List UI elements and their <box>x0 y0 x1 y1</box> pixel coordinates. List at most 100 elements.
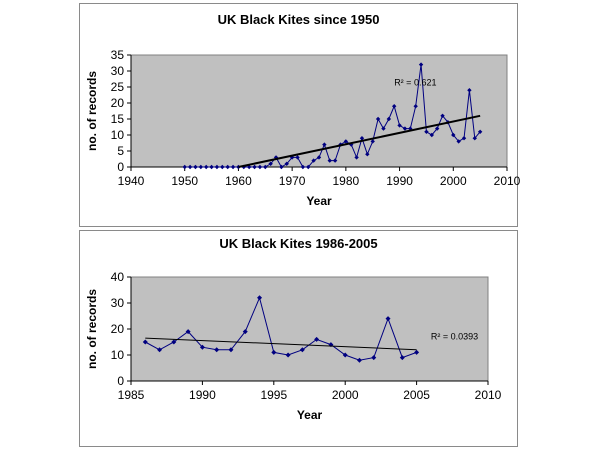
data-point <box>397 123 402 128</box>
data-point <box>295 155 300 160</box>
data-point <box>185 329 191 335</box>
data-point <box>342 352 348 358</box>
data-point <box>316 155 322 160</box>
data-point <box>157 347 163 353</box>
y-tick-label: 30 <box>111 296 125 310</box>
data-point <box>193 164 198 170</box>
x-tick-label: 2005 <box>403 388 430 402</box>
x-axis-title: Year <box>297 408 323 422</box>
data-point <box>209 164 214 170</box>
data-point <box>413 104 418 109</box>
data-point <box>365 152 370 157</box>
y-tick-label: 15 <box>111 112 125 126</box>
trendline <box>145 337 417 351</box>
chart-title: UK Black Kites since 1950 <box>217 12 380 27</box>
x-tick-label: 1990 <box>189 388 216 402</box>
data-point <box>271 349 277 355</box>
y-tick-label: 35 <box>111 48 125 62</box>
data-point <box>142 339 148 345</box>
x-tick-label: 1990 <box>386 174 413 188</box>
data-point <box>279 164 284 170</box>
data-point <box>299 347 305 353</box>
plot-area <box>130 276 489 382</box>
data-point <box>371 355 377 361</box>
data-point <box>187 164 193 170</box>
plot-area <box>130 54 508 168</box>
data-point <box>214 347 220 353</box>
data-point <box>332 158 338 163</box>
data-point <box>182 164 187 170</box>
data-point <box>451 132 456 138</box>
data-point <box>199 344 205 350</box>
trendline <box>238 114 481 168</box>
x-tick-label: 1970 <box>279 174 306 188</box>
data-point <box>440 113 445 118</box>
data-point <box>263 164 268 170</box>
data-point <box>356 357 362 363</box>
chart-panel-2: UK Black Kites 1986-2005 0 10 20 30 40 1985 19… <box>79 230 518 447</box>
data-point <box>242 329 248 335</box>
data-point <box>375 116 381 122</box>
x-tick-label: 1950 <box>171 174 198 188</box>
r-squared-label: R² = 0.0393 <box>431 331 478 341</box>
chart-1-svg: 0 5 10 15 20 25 30 35 1940 1950 1960 1970 1980 1990 20… <box>85 48 521 208</box>
data-point <box>386 116 392 122</box>
data-point <box>424 129 429 134</box>
data-point <box>467 88 472 93</box>
y-tick-label: 0 <box>117 160 124 174</box>
data-point <box>252 164 257 170</box>
x-axis-title: Year <box>306 194 332 208</box>
data-point <box>385 316 391 322</box>
y-tick-label: 30 <box>111 64 125 78</box>
x-tick-label: 1940 <box>118 174 145 188</box>
y-tick-label: 0 <box>117 374 124 388</box>
data-point <box>414 349 420 355</box>
data-point <box>306 164 311 170</box>
data-point <box>171 339 177 345</box>
data-point <box>434 126 440 131</box>
data-point <box>381 126 386 131</box>
data-point <box>343 139 349 144</box>
data-point <box>399 355 405 361</box>
y-tick-label: 5 <box>117 144 124 158</box>
r-squared-label: R² = 0.621 <box>394 77 436 87</box>
data-point <box>456 139 461 144</box>
data-point <box>268 161 273 166</box>
y-axis-title: no. of records <box>85 71 99 151</box>
x-tick-label: 2010 <box>475 388 502 402</box>
data-point <box>257 295 263 301</box>
data-point <box>284 161 289 166</box>
series-line <box>145 296 417 361</box>
data-point <box>230 164 236 170</box>
data-point <box>359 136 365 141</box>
chart-panel-1: UK Black Kites since 1950 0 5 10 15 20 25 30 35… <box>79 3 521 227</box>
data-point <box>257 164 263 170</box>
x-tick-label: 2000 <box>440 174 467 188</box>
chart-title: UK Black Kites 1986-2005 <box>219 236 378 251</box>
data-point <box>418 62 424 67</box>
y-axis-title: no. of records <box>85 289 99 369</box>
data-point <box>392 104 397 109</box>
data-point <box>314 336 320 342</box>
x-tick-label: 2000 <box>332 388 359 402</box>
y-tick-label: 10 <box>111 348 125 362</box>
y-tick-label: 25 <box>111 80 125 94</box>
data-point <box>285 352 291 358</box>
x-tick-label: 1980 <box>333 174 360 188</box>
data-point <box>220 164 225 170</box>
data-point <box>370 139 375 144</box>
y-tick-label: 20 <box>111 96 125 110</box>
data-point <box>402 126 408 131</box>
data-point <box>354 155 359 160</box>
y-tick-label: 10 <box>111 128 125 142</box>
x-tick-label: 1960 <box>225 174 252 188</box>
x-tick-label: 2010 <box>494 174 521 188</box>
data-point <box>472 136 477 141</box>
chart-2-svg: 0 10 20 30 40 1985 1990 1995 2000 2005 2010 Year no.… <box>85 270 502 422</box>
data-point <box>429 132 434 138</box>
data-point <box>204 164 209 170</box>
y-tick-label: 40 <box>111 270 125 284</box>
data-point <box>228 347 234 353</box>
x-tick-label: 1985 <box>118 388 145 402</box>
x-tick-label: 1995 <box>260 388 287 402</box>
